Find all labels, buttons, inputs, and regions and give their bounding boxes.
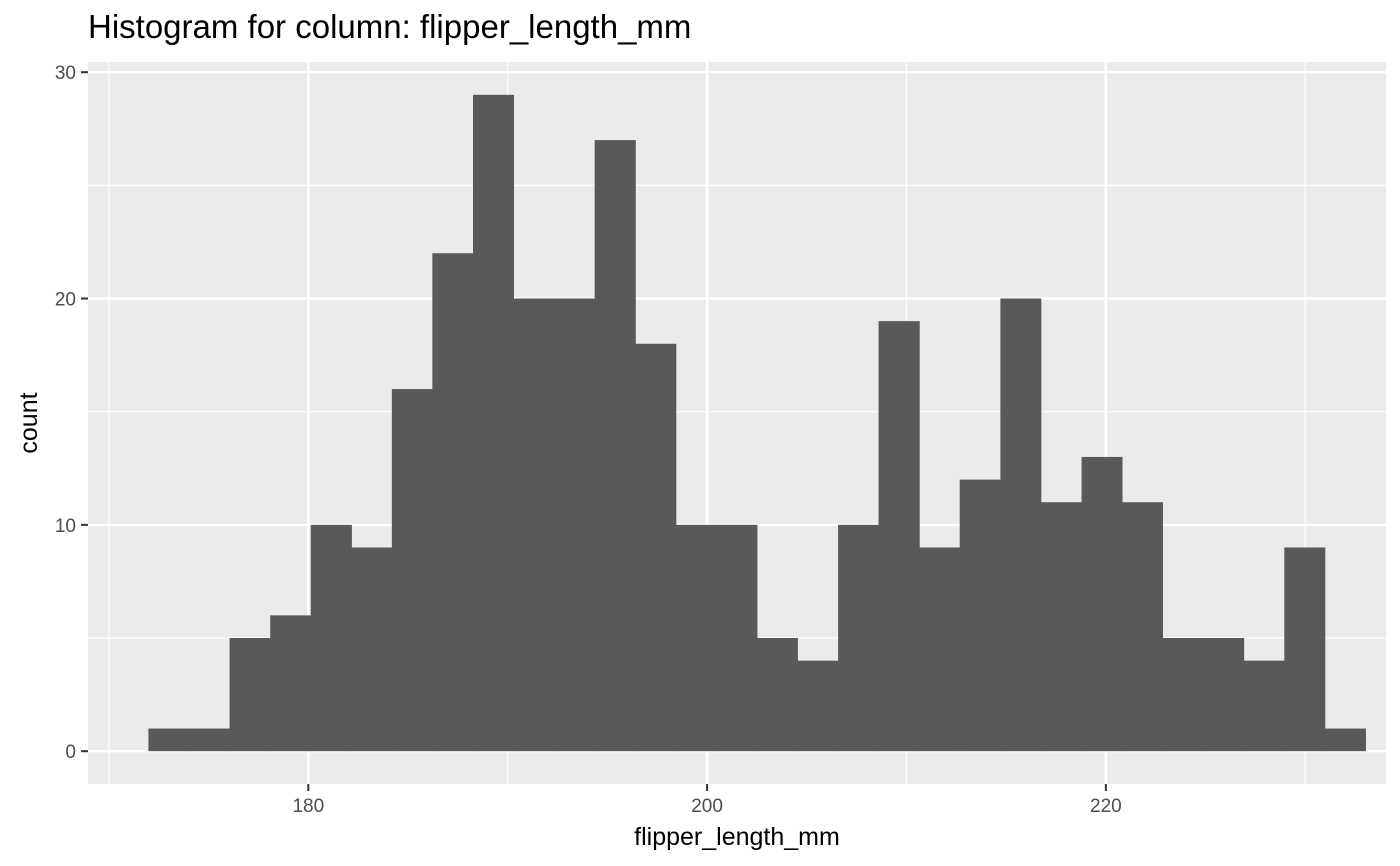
histogram-bars [148,94,1366,752]
x-axis: 180 200 220 [292,784,1122,817]
histogram-bar-20 [919,547,961,752]
y-axis-title: count [15,392,43,453]
histogram-bar-26 [1162,638,1204,752]
histogram-bar-1 [148,728,190,752]
y-axis: 0 10 20 30 [55,63,88,763]
histogram-bar-27 [1203,638,1245,752]
x-axis-title: flipper_length_mm [634,823,840,851]
histogram-bar-14 [675,524,717,752]
histogram-bar-6 [351,547,393,752]
histogram-bar-12 [594,140,636,752]
histogram-bar-29 [1284,547,1326,752]
histogram-bar-4 [270,615,312,752]
histogram-bar-5 [310,524,352,752]
histogram-bar-9 [473,94,514,752]
histogram-bar-8 [432,253,474,752]
histogram-bar-21 [959,479,1001,752]
histogram-bar-16 [756,638,798,752]
histogram-bar-22 [1000,298,1042,752]
histogram-bar-17 [797,660,839,752]
histogram-bar-25 [1122,502,1163,752]
histogram-bar-11 [554,298,596,752]
histogram-bar-23 [1040,502,1083,752]
y-tick-label: 10 [55,516,76,537]
histogram-bar-2 [189,728,231,752]
histogram-bar-13 [635,343,677,752]
histogram-bar-18 [838,524,880,752]
x-tick-label: 200 [691,796,723,817]
y-tick-label: 30 [55,63,76,84]
x-tick-label: 220 [1090,796,1122,817]
histogram-bar-10 [513,298,555,752]
histogram-bar-3 [229,638,271,752]
x-tick-label: 180 [292,796,324,817]
histogram-bar-7 [391,389,433,752]
histogram-bar-24 [1081,456,1123,752]
histogram-bar-15 [716,524,758,752]
y-tick-label: 0 [65,742,76,763]
histogram-bar-19 [878,321,920,752]
histogram-bar-28 [1243,660,1285,752]
chart-title: Histogram for column: flipper_length_mm [88,8,692,45]
histogram-bar-30 [1324,728,1366,752]
y-tick-label: 20 [55,290,76,311]
